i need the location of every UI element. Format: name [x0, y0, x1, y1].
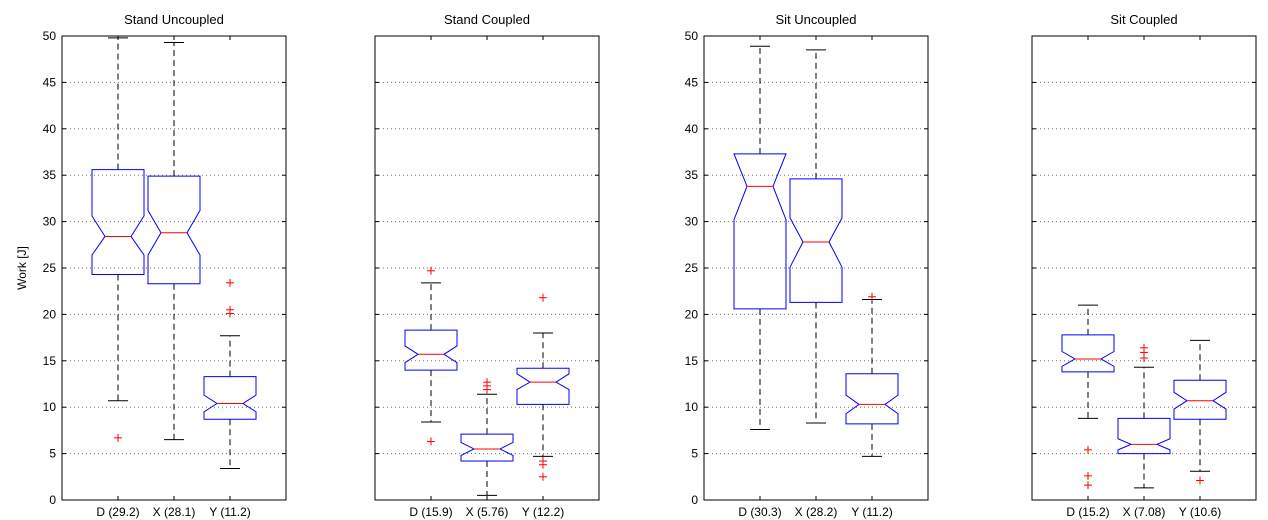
notched-box — [845, 373, 899, 425]
y-tick-label: 5 — [49, 447, 56, 461]
panel-1: 0 5 10 15 20 25 30 35 40 45 50 Stand Uncoupled D (29… — [43, 12, 287, 519]
notched-box — [1117, 417, 1171, 455]
outlier-marker — [226, 305, 234, 314]
box-2: X (5.76) — [460, 36, 514, 519]
box-3: Y (11.2) — [845, 36, 899, 519]
panel-title: Sit Coupled — [1110, 12, 1177, 27]
box-3: Y (12.2) — [516, 36, 570, 519]
outlier-marker — [483, 378, 491, 387]
box-3: Y (10.6) — [1173, 36, 1227, 519]
notched-box — [1173, 379, 1227, 420]
notched-box — [147, 175, 201, 285]
x-tick-label: Y (10.6) — [1179, 505, 1221, 519]
x-tick-label: Y (11.2) — [851, 505, 893, 519]
outlier-marker — [1084, 481, 1092, 490]
y-tick-label: 20 — [685, 307, 699, 321]
outlier-marker — [1084, 445, 1092, 454]
y-tick-label: 15 — [43, 354, 57, 368]
panel-title: Stand Uncoupled — [124, 12, 224, 27]
y-tick-label: 50 — [43, 29, 57, 43]
x-tick-label: X (7.08) — [1123, 505, 1166, 519]
notched-box — [203, 376, 257, 420]
y-tick-label: 10 — [43, 400, 57, 414]
y-tick-label: 30 — [685, 215, 699, 229]
outlier-marker — [226, 278, 234, 287]
notched-box — [404, 329, 458, 371]
x-tick-label: Y (12.2) — [522, 505, 564, 519]
notched-box — [516, 367, 570, 405]
box-1: D (29.2) — [91, 36, 145, 519]
outlier-marker — [1140, 343, 1148, 352]
y-tick-label: 35 — [43, 168, 57, 182]
x-tick-label: D (15.9) — [409, 505, 452, 519]
outlier-marker — [539, 457, 547, 466]
y-tick-label: 25 — [43, 261, 57, 275]
notched-box — [789, 178, 843, 303]
y-tick-label: 0 — [49, 493, 56, 507]
x-tick-label: D (29.2) — [96, 505, 139, 519]
outlier-marker — [427, 437, 435, 446]
y-tick-label: 10 — [685, 400, 699, 414]
outlier-marker — [539, 293, 547, 302]
x-tick-label: D (30.3) — [738, 505, 781, 519]
notched-box — [733, 153, 787, 310]
panel-3: 0 5 10 15 20 25 30 35 40 45 50 Sit Uncoupled D (30.3… — [685, 12, 929, 519]
y-tick-label: 35 — [685, 168, 699, 182]
box-1: D (15.9) — [404, 36, 458, 519]
y-tick-label: 45 — [43, 75, 57, 89]
y-tick-label: 15 — [685, 354, 699, 368]
y-tick-label: 0 — [691, 493, 698, 507]
x-tick-label: X (28.1) — [153, 505, 196, 519]
box-2: X (7.08) — [1117, 36, 1171, 519]
panel-2: Stand Coupled D (15.9) X (5.76) Y (12.2) — [374, 12, 600, 519]
panel-title: Stand Coupled — [444, 12, 530, 27]
y-tick-label: 40 — [43, 122, 57, 136]
outlier-marker — [539, 472, 547, 481]
box-1: D (30.3) — [733, 36, 787, 519]
outlier-marker — [1196, 476, 1204, 485]
y-axis-label: Work [J] — [15, 246, 29, 290]
notched-box — [460, 433, 514, 462]
y-tick-label: 40 — [685, 122, 699, 136]
panel-title: Sit Uncoupled — [776, 12, 857, 27]
box-2: X (28.2) — [789, 36, 843, 519]
y-tick-label: 50 — [685, 29, 699, 43]
panel-4: Sit Coupled D (15.2) X (7.08) Y (10.6) — [1031, 12, 1257, 519]
x-tick-label: D (15.2) — [1066, 505, 1109, 519]
outlier-marker — [427, 266, 435, 275]
y-tick-label: 5 — [691, 447, 698, 461]
x-tick-label: X (5.76) — [466, 505, 509, 519]
box-3: Y (11.2) — [203, 36, 257, 519]
notched-box — [91, 169, 145, 275]
y-tick-label: 45 — [685, 75, 699, 89]
y-tick-label: 25 — [685, 261, 699, 275]
box-1: D (15.2) — [1061, 36, 1115, 519]
notched-box — [1061, 334, 1115, 373]
x-tick-label: X (28.2) — [795, 505, 838, 519]
outlier-marker — [1084, 471, 1092, 480]
outlier-marker — [868, 292, 876, 301]
y-tick-label: 30 — [43, 215, 57, 229]
x-tick-label: Y (11.2) — [209, 505, 251, 519]
outlier-marker — [114, 433, 122, 442]
box-2: X (28.1) — [147, 36, 201, 519]
y-tick-label: 20 — [43, 307, 57, 321]
